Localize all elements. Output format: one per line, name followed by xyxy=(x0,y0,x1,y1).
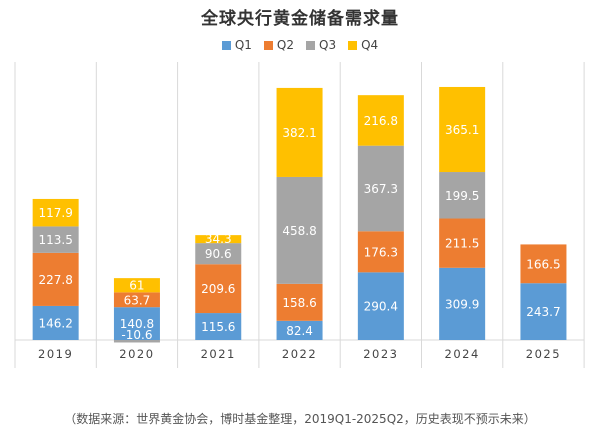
bar-q2-2025 xyxy=(520,244,567,284)
data-label: 158.6 xyxy=(282,296,316,310)
data-label: 365.1 xyxy=(445,123,479,137)
bar-q1-2025 xyxy=(520,283,567,340)
data-label: 309.9 xyxy=(445,297,479,311)
bar-q2-2023 xyxy=(357,231,404,273)
x-tick-label: 2022 xyxy=(282,347,317,361)
bar-q1-2022 xyxy=(276,320,323,340)
data-label: 199.5 xyxy=(445,189,479,203)
bar-q2-2020 xyxy=(113,292,160,308)
legend-item-q2: Q2 xyxy=(263,38,294,52)
bar-q4-2021 xyxy=(195,235,242,244)
bar-q1-2021 xyxy=(195,313,242,340)
bar-q1-2023 xyxy=(357,272,404,340)
bar-q1-2019 xyxy=(32,305,79,340)
data-label: 176.3 xyxy=(364,245,398,259)
footnote: （数据来源：世界黄金协会，博时基金整理，2019Q1-2025Q2，历史表现不预… xyxy=(64,412,536,426)
data-label: 216.8 xyxy=(364,114,398,128)
bar-q4-2023 xyxy=(357,95,404,146)
data-label: 117.9 xyxy=(38,206,72,220)
data-label: 227.8 xyxy=(38,273,72,287)
data-label: 61 xyxy=(129,279,144,293)
x-tick-label: 2024 xyxy=(445,347,480,361)
chart-title: 全球央行黄金储备需求量 xyxy=(201,9,399,29)
data-label: 209.6 xyxy=(201,282,235,296)
legend: Q1 Q2 Q3 Q4 xyxy=(0,38,600,52)
data-label: 140.8 xyxy=(120,317,154,331)
data-label: 211.5 xyxy=(445,237,479,251)
data-label: 243.7 xyxy=(526,305,560,319)
data-label: 34.3 xyxy=(205,232,232,246)
bar-q2-2021 xyxy=(195,264,242,314)
bar-q2-2022 xyxy=(276,283,323,321)
data-label: 367.3 xyxy=(364,182,398,196)
legend-swatch xyxy=(263,40,273,50)
bar-q1-2020 xyxy=(113,307,160,340)
data-label: 115.6 xyxy=(201,320,235,334)
data-label: 382.1 xyxy=(282,126,316,140)
x-tick-label: 2021 xyxy=(201,347,236,361)
legend-swatch xyxy=(221,40,231,50)
legend-item-q1: Q1 xyxy=(221,38,252,52)
legend-item-q3: Q3 xyxy=(306,38,336,52)
data-label: 113.5 xyxy=(38,233,72,247)
data-label: 146.2 xyxy=(38,316,72,330)
bar-q3-2024 xyxy=(439,172,486,219)
x-tick-label: 2019 xyxy=(38,347,73,361)
data-label: -10.6 xyxy=(121,328,152,342)
data-label: 63.7 xyxy=(124,293,151,307)
bar-q4-2020 xyxy=(113,278,160,293)
x-tick-label: 2025 xyxy=(526,347,561,361)
bar-q3-2022 xyxy=(276,176,323,284)
legend-swatch xyxy=(306,40,315,50)
x-tick-label: 2023 xyxy=(363,347,398,361)
bar-q4-2022 xyxy=(276,87,323,177)
bar-q4-2024 xyxy=(439,86,486,173)
x-tick-label: 2020 xyxy=(119,347,154,361)
bar-q3-2023 xyxy=(357,145,404,232)
bar-q2-2019 xyxy=(32,252,79,306)
legend-swatch xyxy=(348,40,358,50)
legend-item-q4: Q4 xyxy=(348,38,378,52)
bar-q3-2020 xyxy=(113,340,160,343)
data-label: 290.4 xyxy=(364,300,398,314)
data-label: 90.6 xyxy=(205,247,232,261)
bar-q2-2024 xyxy=(439,218,486,268)
data-label: 166.5 xyxy=(526,257,560,271)
data-label: 458.8 xyxy=(282,224,316,238)
bar-q4-2019 xyxy=(32,198,79,227)
bar-q3-2019 xyxy=(32,226,79,253)
bar-q3-2021 xyxy=(195,243,242,265)
bar-q1-2024 xyxy=(439,267,486,340)
data-label: 82.4 xyxy=(286,324,313,338)
